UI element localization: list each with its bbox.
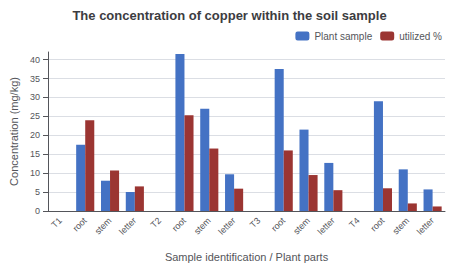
svg-text:The concentration of copper wi: The concentration of copper within the s… (72, 8, 386, 23)
svg-text:35: 35 (30, 74, 40, 84)
svg-text:T1: T1 (49, 215, 63, 229)
svg-text:10: 10 (30, 168, 40, 178)
svg-text:Concentration (mg/kg): Concentration (mg/kg) (8, 77, 20, 186)
svg-text:letter: letter (316, 215, 337, 236)
svg-text:Plant sample: Plant sample (314, 31, 372, 42)
svg-text:0: 0 (35, 206, 40, 216)
svg-text:15: 15 (30, 149, 40, 159)
svg-text:utilized %: utilized % (399, 31, 442, 42)
svg-text:T4: T4 (347, 215, 361, 229)
svg-text:stem: stem (192, 215, 213, 236)
svg-text:root: root (71, 215, 89, 233)
svg-text:Sample identification / Plant: Sample identification / Plant parts (165, 251, 329, 263)
svg-text:root: root (269, 215, 287, 233)
svg-text:letter: letter (415, 215, 436, 236)
svg-text:20: 20 (30, 130, 40, 140)
svg-text:5: 5 (35, 187, 40, 197)
svg-text:letter: letter (117, 215, 138, 236)
svg-text:root: root (170, 215, 188, 233)
svg-text:T2: T2 (149, 215, 163, 229)
svg-text:stem: stem (390, 215, 411, 236)
svg-text:letter: letter (216, 215, 237, 236)
svg-text:stem: stem (93, 215, 114, 236)
svg-text:25: 25 (30, 111, 40, 121)
svg-text:40: 40 (30, 55, 40, 65)
svg-text:T3: T3 (248, 215, 262, 229)
svg-text:stem: stem (291, 215, 312, 236)
svg-text:root: root (368, 215, 386, 233)
svg-text:30: 30 (30, 92, 40, 102)
